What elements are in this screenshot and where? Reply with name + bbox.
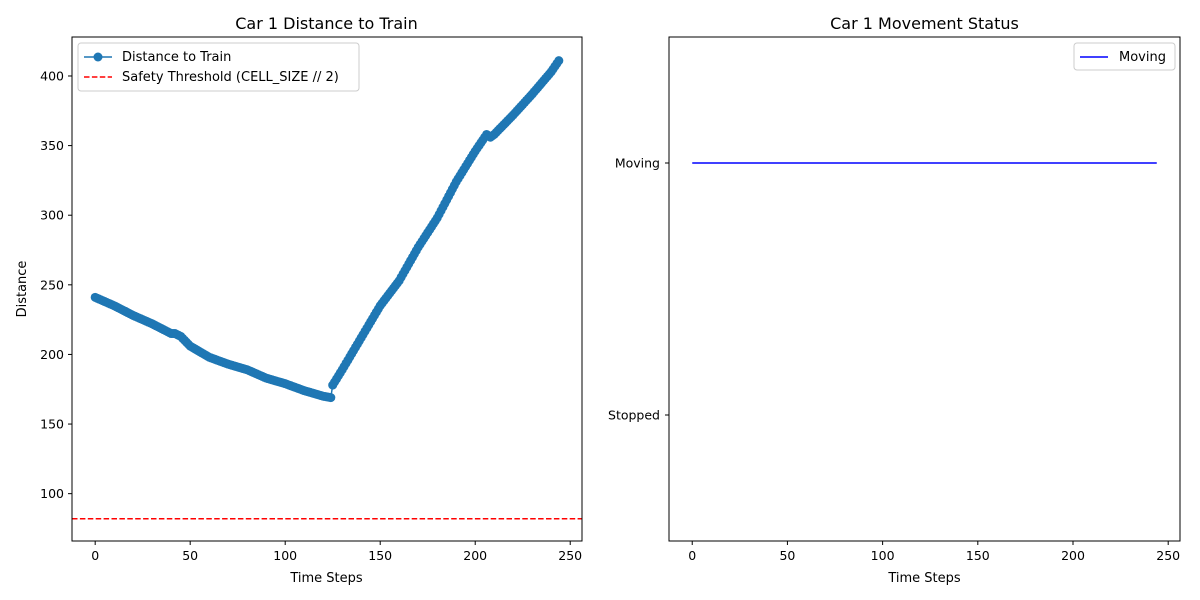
chart1-legend-box (77, 42, 360, 92)
chart1-xtick-label: 50 (182, 548, 198, 563)
chart2-ticks: 0 50 100 150 200 250 Stopped Moving (608, 156, 1180, 564)
chart1-ylabel: Distance (15, 261, 30, 318)
legend-marker-distance (93, 52, 103, 62)
movement-status-chart: Car 1 Movement Status 0 50 100 150 200 250 Sto… (608, 14, 1181, 586)
chart2-ytick-label-moving: Moving (615, 156, 660, 171)
chart1-series (90, 56, 564, 403)
chart2-plot-frame (668, 36, 1181, 542)
chart1-ytick-label: 150 (40, 417, 64, 432)
chart1-ytick-label: 350 (40, 138, 64, 153)
chart1-ytick-label: 200 (40, 347, 64, 362)
chart1-xlabel: Time Steps (289, 571, 363, 586)
chart2-legend-box (1073, 42, 1176, 71)
chart1-xtick-label: 250 (558, 548, 582, 563)
chart1-ytick-label: 300 (40, 208, 64, 223)
distance-chart: Car 1 Distance to Train 0 50 100 150 200 250 1… (15, 14, 583, 586)
chart1-ytick-label: 100 (40, 486, 64, 501)
chart2-xtick-label: 150 (966, 548, 990, 563)
chart2-xtick-label: 0 (688, 548, 696, 563)
chart1-xtick-label: 0 (91, 548, 99, 563)
legend-label-distance: Distance to Train (122, 50, 231, 65)
chart2-xlabel: Time Steps (887, 571, 961, 586)
chart2-title: Car 1 Movement Status (830, 14, 1019, 33)
chart2-legend: Moving (1073, 42, 1176, 71)
distance-series-line (94, 60, 560, 399)
chart2-ytick-label-stopped: Stopped (608, 408, 660, 423)
distance-point (326, 393, 336, 403)
chart1-ytick-label: 400 (40, 68, 64, 83)
chart1-ytick-label: 250 (40, 277, 64, 292)
chart2-xtick-label: 100 (871, 548, 895, 563)
chart1-title: Car 1 Distance to Train (235, 14, 418, 33)
chart1-xtick-label: 150 (368, 548, 392, 563)
chart1-plot-frame (71, 36, 583, 542)
chart1-ticks: 0 50 100 150 200 250 100 150 200 250 300 350 400 (40, 68, 582, 563)
chart1-xtick-label: 200 (463, 548, 487, 563)
legend-label-moving: Moving (1119, 50, 1166, 65)
chart1-legend: Distance to Train Safety Threshold (CELL… (77, 42, 360, 92)
chart2-xtick-label: 250 (1156, 548, 1180, 563)
legend-label-threshold: Safety Threshold (CELL_SIZE // 2) (122, 70, 339, 85)
distance-point (554, 56, 564, 66)
chart1-xtick-label: 100 (273, 548, 297, 563)
chart2-xtick-label: 200 (1061, 548, 1085, 563)
chart2-xtick-label: 50 (779, 548, 795, 563)
